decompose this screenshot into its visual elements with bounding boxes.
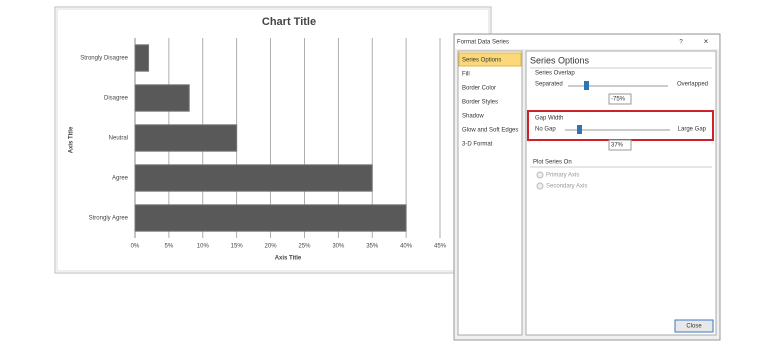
nav-list: Series Options Fill Border Color Border Sty… xyxy=(462,58,518,148)
x-tick-label: 45% xyxy=(434,244,447,250)
nav-item[interactable]: Fill xyxy=(462,72,470,78)
options-heading: Series Options xyxy=(530,55,590,65)
y-tick-label: Disagree xyxy=(104,96,129,102)
bar xyxy=(134,84,190,112)
nav-item[interactable]: Glow and Soft Edges xyxy=(462,128,518,134)
x-tick-label: 40% xyxy=(400,244,413,250)
bar xyxy=(134,44,150,72)
y-tick-label: Agree xyxy=(112,176,129,182)
gap-max: Large Gap xyxy=(678,127,707,133)
overlap-min: Separated xyxy=(535,82,563,88)
nav-item[interactable]: 3-D Format xyxy=(462,142,493,148)
radio[interactable] xyxy=(536,182,544,190)
bar xyxy=(134,204,407,232)
overlap-max: Overlapped xyxy=(677,82,708,88)
nav-item[interactable]: Shadow xyxy=(462,114,484,120)
overlap-label: Series Overlap xyxy=(535,71,575,77)
nav-selected xyxy=(458,52,522,67)
plot-area: 0% 5% 10% 15% 20% 25% 30% 35% 40% 45% Strongly Dis… xyxy=(80,38,447,250)
nav-item[interactable]: Border Styles xyxy=(462,100,498,106)
bar xyxy=(134,124,238,152)
nav-pane xyxy=(457,50,523,336)
x-tick-label: 0% xyxy=(131,244,140,250)
close-button-label[interactable]: Close xyxy=(686,324,702,330)
dialog-titlebar xyxy=(455,35,719,49)
x-tick-label: 15% xyxy=(231,244,244,250)
dialog-title: Format Data Series xyxy=(457,40,509,46)
dialog: Format Data Series ? × Series Options Fil… xyxy=(453,33,721,341)
bar xyxy=(134,164,373,192)
overlap-value[interactable]: -75% xyxy=(611,97,626,103)
radio[interactable] xyxy=(536,171,544,179)
radio-label[interactable]: Secondary Axis xyxy=(546,184,587,190)
gap-thumb[interactable] xyxy=(577,125,582,134)
x-tick-label: 5% xyxy=(165,244,174,250)
gap-input[interactable] xyxy=(608,139,632,151)
help-button[interactable]: ? xyxy=(679,40,683,46)
x-tick-label: 20% xyxy=(265,244,278,250)
x-tick-label: 30% xyxy=(332,244,345,250)
chart-title: Chart Title xyxy=(262,16,316,28)
y-axis-title: Axis Title xyxy=(69,126,75,153)
y-tick-label: Neutral xyxy=(109,136,128,142)
gap-label: Gap Width xyxy=(535,116,563,122)
gap-min: No Gap xyxy=(535,127,556,133)
radio-label[interactable]: Primary Axis xyxy=(546,173,579,179)
plot-on-label: Plot Series On xyxy=(533,160,572,166)
y-tick-label: Strongly Disagree xyxy=(80,56,128,62)
overlap-thumb[interactable] xyxy=(584,81,589,90)
y-tick-label: Strongly Agree xyxy=(89,216,129,222)
x-axis-title: Axis Title xyxy=(275,256,302,262)
gap-value[interactable]: 37% xyxy=(611,143,624,149)
nav-item[interactable]: Border Color xyxy=(462,86,496,92)
x-tick-label: 35% xyxy=(366,244,379,250)
overlap-input[interactable] xyxy=(608,93,632,105)
close-button[interactable] xyxy=(674,319,714,333)
x-tick-label: 25% xyxy=(298,244,311,250)
nav-item[interactable]: Series Options xyxy=(462,58,501,64)
close-icon[interactable]: × xyxy=(704,37,709,46)
x-tick-label: 10% xyxy=(197,244,210,250)
